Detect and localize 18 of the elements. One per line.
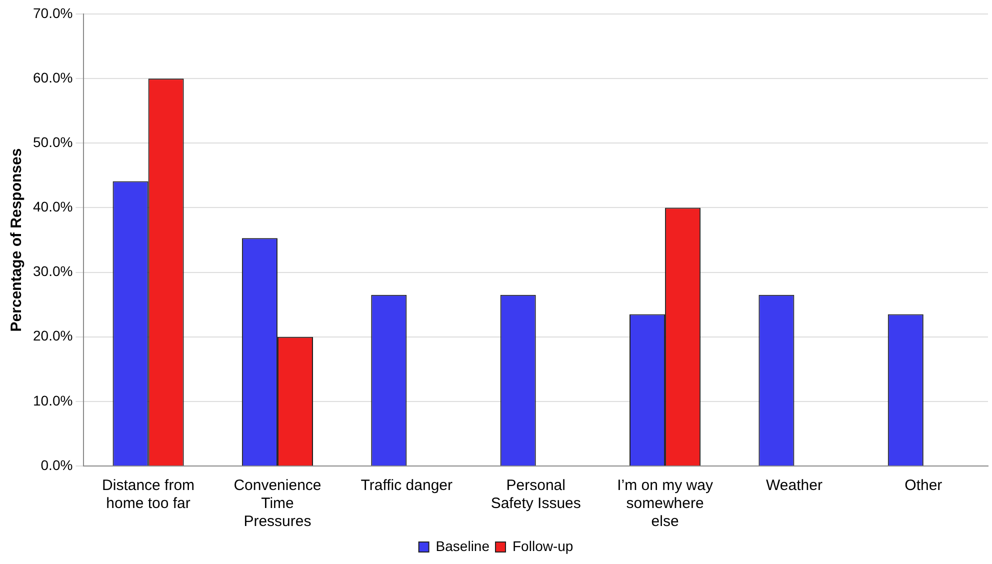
y-tick-label: 30.0%	[32, 263, 73, 280]
y-tick-label: 70.0%	[32, 4, 73, 21]
y-tick-label: 50.0%	[32, 134, 73, 150]
y-tick-label: 60.0%	[32, 69, 73, 86]
x-tick-label: Personal Safety Issues	[490, 477, 581, 512]
y-tick-label: 40.0%	[32, 198, 73, 215]
x-tick-label: Convenience Time Pressures	[234, 477, 322, 530]
y-tick-label: 20.0%	[32, 328, 73, 344]
x-tick-label: Distance from home too far	[102, 477, 195, 512]
y-tick-label: 10.0%	[32, 392, 73, 408]
x-tick-label: Traffic danger	[360, 477, 453, 494]
legend-label: Baseline	[436, 538, 490, 554]
y-tick-label: 0.0%	[40, 456, 73, 473]
x-tick-label: Weather	[766, 477, 822, 494]
legend-label: Follow-up	[512, 538, 574, 554]
x-tick-label: I’m on my way somewhere else	[617, 477, 714, 530]
x-tick-label: Other	[904, 477, 942, 494]
y-axis-title: Percentage of Responses	[8, 148, 26, 332]
